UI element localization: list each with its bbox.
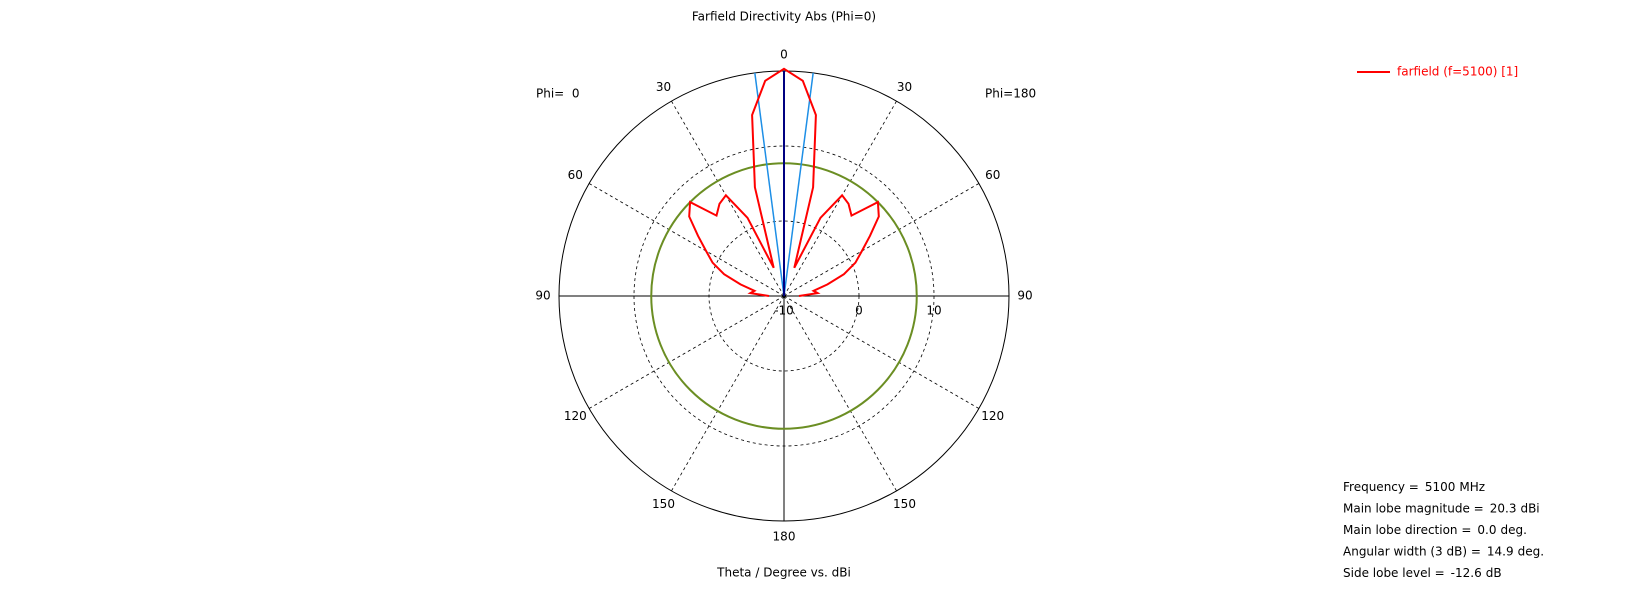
spoke xyxy=(588,183,785,297)
info-line: Side lobe level = -12.6 dB xyxy=(1343,566,1502,580)
angle-label: 90 xyxy=(535,289,550,303)
info-line: Main lobe direction = 0.0 deg. xyxy=(1343,523,1527,537)
beamwidth-line xyxy=(754,72,785,297)
info-label: Main lobe direction = xyxy=(1343,523,1471,537)
legend-label: farfield (f=5100) [1] xyxy=(1397,65,1518,79)
spoke xyxy=(783,295,897,492)
r-tick-label: 10 xyxy=(926,304,941,318)
info-value: 14.9 xyxy=(1487,544,1514,558)
angle-label: 60 xyxy=(568,168,583,182)
info-unit: MHz xyxy=(1459,480,1485,494)
info-unit: dB xyxy=(1486,566,1502,580)
angle-label: 150 xyxy=(893,497,916,511)
angle-label: 90 xyxy=(1017,289,1032,303)
angle-label: 30 xyxy=(656,80,671,94)
info-unit: deg. xyxy=(1518,544,1544,558)
pattern-line xyxy=(688,67,880,297)
r-tick-label: 0 xyxy=(855,304,863,318)
angle-label: 60 xyxy=(985,168,1000,182)
info-label: Angular width (3 dB) = xyxy=(1343,544,1481,558)
info-label: Main lobe magnitude = xyxy=(1343,501,1484,515)
info-value: 20.3 xyxy=(1490,501,1517,515)
spoke xyxy=(783,100,897,297)
info-value: -12.6 xyxy=(1451,566,1482,580)
angle-label: 0 xyxy=(780,48,788,62)
info-value: 5100 xyxy=(1425,480,1456,494)
phi-label: Phi= 0 xyxy=(536,87,580,101)
info-line: Frequency = 5100 MHz xyxy=(1343,480,1485,494)
spoke xyxy=(671,100,785,297)
info-line: Angular width (3 dB) = 14.9 deg. xyxy=(1343,544,1544,558)
chart-title: Farfield Directivity Abs (Phi=0) xyxy=(692,10,876,24)
angle-label: 120 xyxy=(981,409,1004,423)
angle-label: 180 xyxy=(773,530,796,544)
angle-label: 150 xyxy=(652,497,675,511)
info-unit: deg. xyxy=(1501,523,1527,537)
spoke xyxy=(671,295,785,492)
angle-label: 120 xyxy=(564,409,587,423)
info-unit: dBi xyxy=(1520,501,1539,515)
spoke xyxy=(588,295,785,409)
info-line: Main lobe magnitude = 20.3 dBi xyxy=(1343,501,1540,515)
phi-label: Phi=180 xyxy=(985,87,1036,101)
angle-label: 30 xyxy=(897,80,912,94)
spoke xyxy=(783,295,980,409)
info-value: 0.0 xyxy=(1477,523,1496,537)
info-label: Frequency = xyxy=(1343,480,1419,494)
x-axis-label: Theta / Degree vs. dBi xyxy=(716,566,851,580)
spoke xyxy=(783,183,980,297)
beamwidth-line xyxy=(783,72,814,297)
info-label: Side lobe level = xyxy=(1343,566,1445,580)
